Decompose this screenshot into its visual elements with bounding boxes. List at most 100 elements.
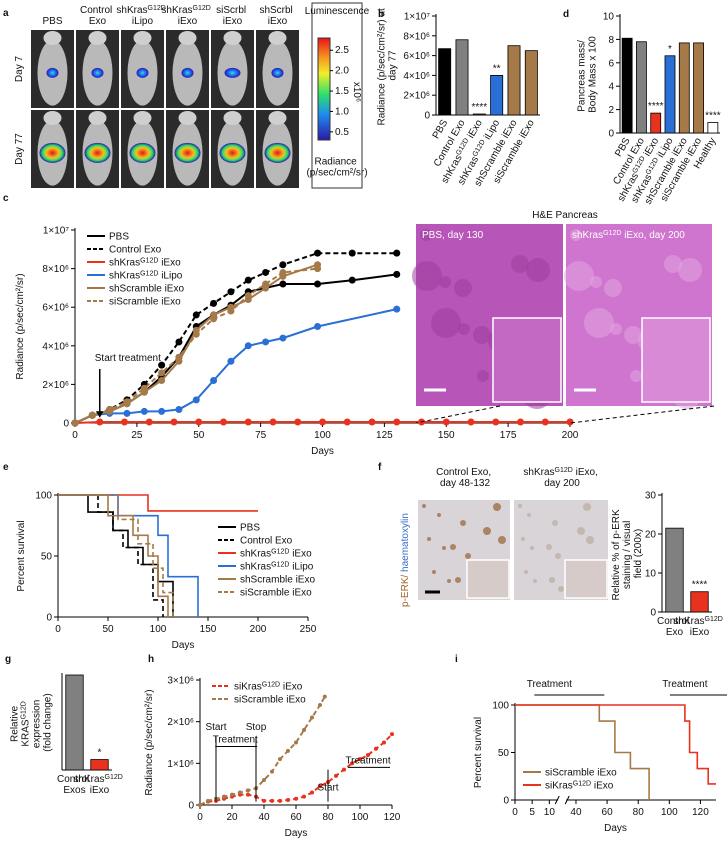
annotation: Start [205, 722, 226, 733]
bar [664, 55, 676, 134]
bar [524, 50, 538, 116]
point [294, 796, 298, 801]
x-tick-label: shKrasG12D iExo [73, 774, 125, 797]
point [246, 788, 250, 793]
mouse-head [133, 111, 152, 125]
point [170, 418, 178, 426]
point [302, 794, 306, 799]
point [262, 778, 266, 782]
point [368, 418, 376, 426]
column-label: Control Exo [80, 5, 115, 27]
point [348, 249, 356, 257]
point [393, 418, 401, 426]
point [140, 384, 148, 392]
x-tick-label: 20 [226, 812, 238, 823]
stain-spot [455, 577, 461, 583]
y-tick-label: 0 [188, 801, 194, 812]
legend-label: siScramble iExo [545, 768, 617, 779]
significance: **** [705, 110, 721, 121]
point [382, 740, 386, 745]
break-marks [554, 795, 570, 805]
mouse-head [223, 111, 242, 125]
x-axis-label: Days [604, 823, 627, 834]
stain-spot [521, 537, 525, 541]
tissue-texture [420, 229, 432, 241]
stain-spot [450, 544, 456, 550]
point [348, 276, 356, 284]
point [314, 265, 322, 273]
point [222, 794, 226, 799]
x-tick-label: 0 [55, 624, 61, 635]
point [175, 405, 183, 413]
legend-label: siScramble iExo [109, 297, 181, 308]
annotation: Treatment [213, 735, 258, 746]
stain-spot [427, 537, 431, 541]
point [294, 418, 302, 426]
mouse-head [88, 111, 107, 125]
point [227, 357, 235, 365]
stain-label: p-ERK/ haematoxylin [400, 513, 411, 607]
y-tick-label: 2 [608, 105, 614, 116]
y-tick-label: 2×10⁶ [403, 91, 430, 102]
mouse-head [88, 31, 107, 45]
stain-spot [460, 520, 466, 526]
mouse-head [268, 111, 287, 125]
tissue-texture [604, 279, 622, 297]
bar [621, 37, 633, 134]
colorbar-tick-label: 2.0 [335, 66, 349, 77]
point [269, 418, 277, 426]
y-tick-label: 20 [645, 530, 657, 541]
tissue-texture [624, 326, 642, 344]
signal [91, 67, 104, 78]
y-axis-label: Relative % of p-ERK staining / visual fi… [611, 507, 644, 601]
stain-spot [447, 579, 451, 583]
point [198, 803, 202, 807]
column-label: PBS [42, 16, 62, 27]
column-label: siScrbl iExo [216, 5, 249, 27]
stain-spot [583, 503, 591, 511]
colorbar-tick-label: 0.5 [335, 127, 349, 138]
point [358, 757, 362, 762]
point [270, 798, 274, 803]
survival-curve [58, 494, 164, 617]
image-caption: shKrasG12D iExo, day 200 [523, 467, 600, 490]
point [294, 740, 298, 745]
y-tick-label: 6×10⁶ [42, 303, 69, 314]
legend-label: shKrasG12D iLipo [109, 270, 183, 282]
point [366, 753, 370, 757]
y-tick-label: 2×10⁶ [167, 717, 194, 728]
point [192, 396, 200, 404]
significance: * [98, 748, 102, 759]
annotation: Start treatment [95, 353, 161, 364]
panel-letter: i [455, 654, 458, 665]
y-axis-label: Radiance (p/sec/cm²/sr) [144, 689, 155, 795]
y-tick-label: 10 [603, 12, 615, 23]
point [227, 288, 235, 296]
image-caption: shKrasG12D iExo, day 200 [572, 230, 685, 242]
signal [84, 142, 111, 163]
point [279, 268, 287, 276]
y-tick-label: 10 [645, 569, 657, 580]
point [121, 418, 128, 426]
point [314, 249, 322, 257]
mouse-head [268, 31, 287, 45]
legend-label: siKrasG12D iExo [234, 681, 303, 693]
x-tick-label: 60 [290, 812, 302, 823]
legend-label: siScramble iExo [240, 588, 312, 599]
x-tick-label: 0 [512, 807, 518, 818]
point [318, 703, 322, 707]
x-tick-label: 150 [200, 624, 217, 635]
legend-label: siScramble iExo [234, 695, 306, 706]
x-tick-label: 50 [193, 430, 205, 441]
zoom-inset [564, 559, 608, 599]
point [238, 790, 242, 795]
legend-label: Control Exo [109, 245, 162, 256]
x-tick-label: 25 [131, 430, 143, 441]
x-tick-label: 120 [384, 812, 401, 823]
x-tick-label: 125 [376, 430, 393, 441]
tissue-texture [664, 255, 682, 273]
x-tick-label: 250 [300, 624, 317, 635]
point [158, 407, 166, 415]
tissue-texture [477, 370, 489, 382]
stain-spot [549, 577, 555, 583]
